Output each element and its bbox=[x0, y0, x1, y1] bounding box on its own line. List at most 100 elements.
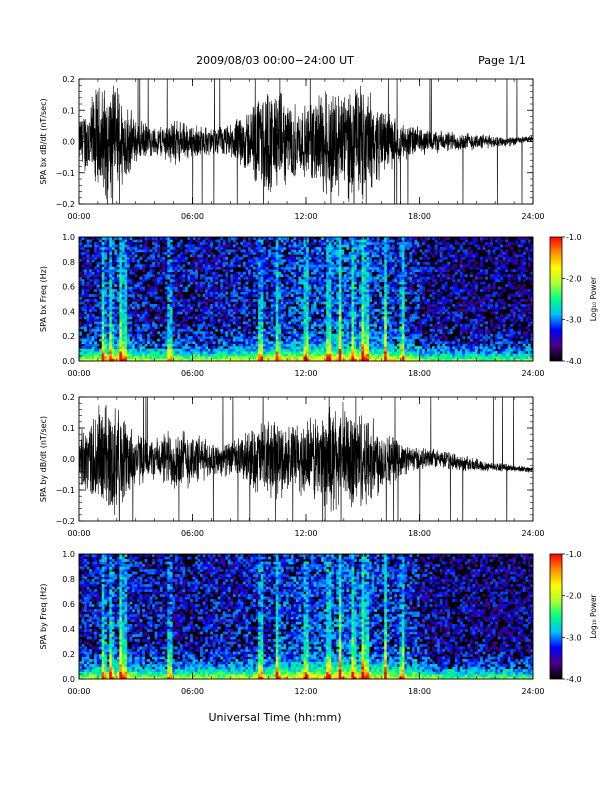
spectrogram-cell bbox=[331, 321, 335, 325]
spectrogram-cell bbox=[338, 303, 342, 307]
spectrogram-cell bbox=[376, 343, 380, 347]
spectrogram-cell bbox=[220, 261, 224, 265]
spectrogram-cell bbox=[300, 303, 304, 307]
spectrogram-cell bbox=[225, 358, 229, 362]
spectrogram-cell bbox=[343, 269, 347, 273]
spectrogram-cell bbox=[384, 251, 388, 255]
spectrogram-cell bbox=[217, 348, 221, 352]
spectrogram-cell bbox=[278, 237, 282, 240]
spectrogram-cell bbox=[338, 306, 342, 310]
spectrogram-cell bbox=[182, 256, 186, 260]
spectrogram-cell bbox=[192, 276, 196, 280]
spectrogram-cell bbox=[114, 308, 118, 312]
spectrogram-cell bbox=[242, 326, 246, 330]
spectrogram-cell bbox=[278, 244, 282, 248]
spectrogram-cell bbox=[361, 301, 365, 305]
spectrogram-cell bbox=[121, 246, 125, 250]
spectrogram-cell bbox=[152, 348, 156, 352]
spectrogram-cell bbox=[356, 254, 360, 258]
spectrogram-cell bbox=[275, 313, 279, 317]
spectrogram-cell bbox=[285, 348, 289, 352]
spectrogram-cell bbox=[109, 333, 113, 337]
spectrogram-cell bbox=[134, 321, 138, 325]
spectrogram-cell bbox=[114, 313, 118, 317]
spectrogram-cell bbox=[275, 284, 279, 287]
spectrogram-cell bbox=[182, 351, 186, 354]
spectrogram-cell bbox=[295, 299, 299, 302]
spectrogram-cell bbox=[242, 306, 246, 310]
spectrogram-cell bbox=[265, 249, 269, 253]
spectrogram-cell bbox=[288, 331, 292, 335]
spectrogram-cell bbox=[298, 296, 302, 300]
spectrogram-cell bbox=[396, 351, 400, 354]
spectrogram-cell bbox=[361, 306, 365, 310]
spectrogram-cell bbox=[356, 274, 360, 278]
spectrogram-cell bbox=[129, 306, 133, 310]
spectrogram-cell bbox=[222, 318, 226, 322]
spectrogram-cell bbox=[242, 356, 246, 359]
spectrogram-cell bbox=[358, 358, 362, 362]
spectrogram-cell bbox=[379, 266, 383, 270]
spectrogram-cell bbox=[116, 336, 120, 340]
spectrogram-cell bbox=[391, 331, 395, 335]
spectrogram-cell bbox=[308, 343, 312, 347]
spectrogram-cell bbox=[346, 323, 350, 327]
spectrogram-cell bbox=[192, 261, 196, 265]
spectrogram-cell bbox=[356, 239, 360, 243]
spectrogram-cell bbox=[318, 241, 322, 245]
spectrogram-cell bbox=[404, 266, 408, 270]
spectrogram-cell bbox=[232, 281, 236, 285]
spectrogram-cell bbox=[374, 259, 378, 263]
spectrogram-cell bbox=[104, 294, 108, 297]
spectrogram-cell bbox=[106, 266, 110, 270]
spectrogram-cell bbox=[308, 331, 312, 335]
spectrogram-cell bbox=[371, 254, 375, 258]
spectrogram-cell bbox=[321, 328, 325, 332]
spectrogram-cell bbox=[265, 286, 269, 290]
spectrogram-cell bbox=[162, 264, 166, 268]
spectrogram-cell bbox=[323, 338, 327, 342]
spectrogram-cell bbox=[157, 316, 161, 320]
spectrogram-cell bbox=[109, 321, 113, 325]
spectrogram-cell bbox=[358, 323, 362, 327]
spectrogram-cell bbox=[258, 244, 261, 248]
spectrogram-cell bbox=[247, 338, 251, 342]
spectrogram-cell bbox=[119, 331, 123, 335]
spectrogram-cell bbox=[346, 336, 350, 340]
spectrogram-cell bbox=[94, 356, 98, 359]
spectrogram-cell bbox=[81, 351, 85, 354]
spectrogram-cell bbox=[338, 341, 342, 345]
spectrogram-cell bbox=[184, 318, 188, 322]
spectrogram-cell bbox=[404, 351, 408, 354]
spectrogram-cell bbox=[293, 266, 297, 270]
spectrogram-cell bbox=[366, 256, 370, 260]
spectrogram-cell bbox=[341, 338, 345, 342]
spectrogram-cell bbox=[336, 301, 340, 305]
spectrogram-cell bbox=[255, 294, 259, 297]
spectrogram-cell bbox=[316, 351, 320, 354]
spectrogram-cell bbox=[99, 338, 103, 342]
spectrogram-cell bbox=[311, 336, 314, 340]
spectrogram-cell bbox=[306, 338, 309, 342]
spectrogram-cell bbox=[364, 246, 367, 250]
spectrogram-cell bbox=[364, 338, 367, 342]
spectrogram-cell bbox=[306, 326, 309, 330]
spectrogram-cell bbox=[288, 353, 292, 357]
spectrogram-cell bbox=[353, 244, 357, 248]
spectrogram-cell bbox=[205, 323, 209, 327]
spectrogram-cell bbox=[197, 244, 201, 248]
spectrogram-cell bbox=[295, 353, 299, 357]
spectrogram-cell bbox=[374, 346, 378, 349]
spectrogram-cell bbox=[255, 333, 259, 337]
spectrogram-cell bbox=[306, 289, 309, 292]
spectrogram-cell bbox=[124, 274, 128, 278]
spectrogram-cell bbox=[404, 279, 408, 283]
spectrogram-cell bbox=[326, 271, 330, 275]
spectrogram-cell bbox=[361, 311, 365, 315]
spectrogram-cell bbox=[217, 338, 221, 342]
spectrogram-cell bbox=[316, 321, 320, 325]
spectrogram-cell bbox=[270, 274, 274, 278]
spectrogram-cell bbox=[353, 246, 357, 250]
spectrogram-cell bbox=[207, 294, 211, 297]
spectrogram-cell bbox=[232, 343, 236, 347]
